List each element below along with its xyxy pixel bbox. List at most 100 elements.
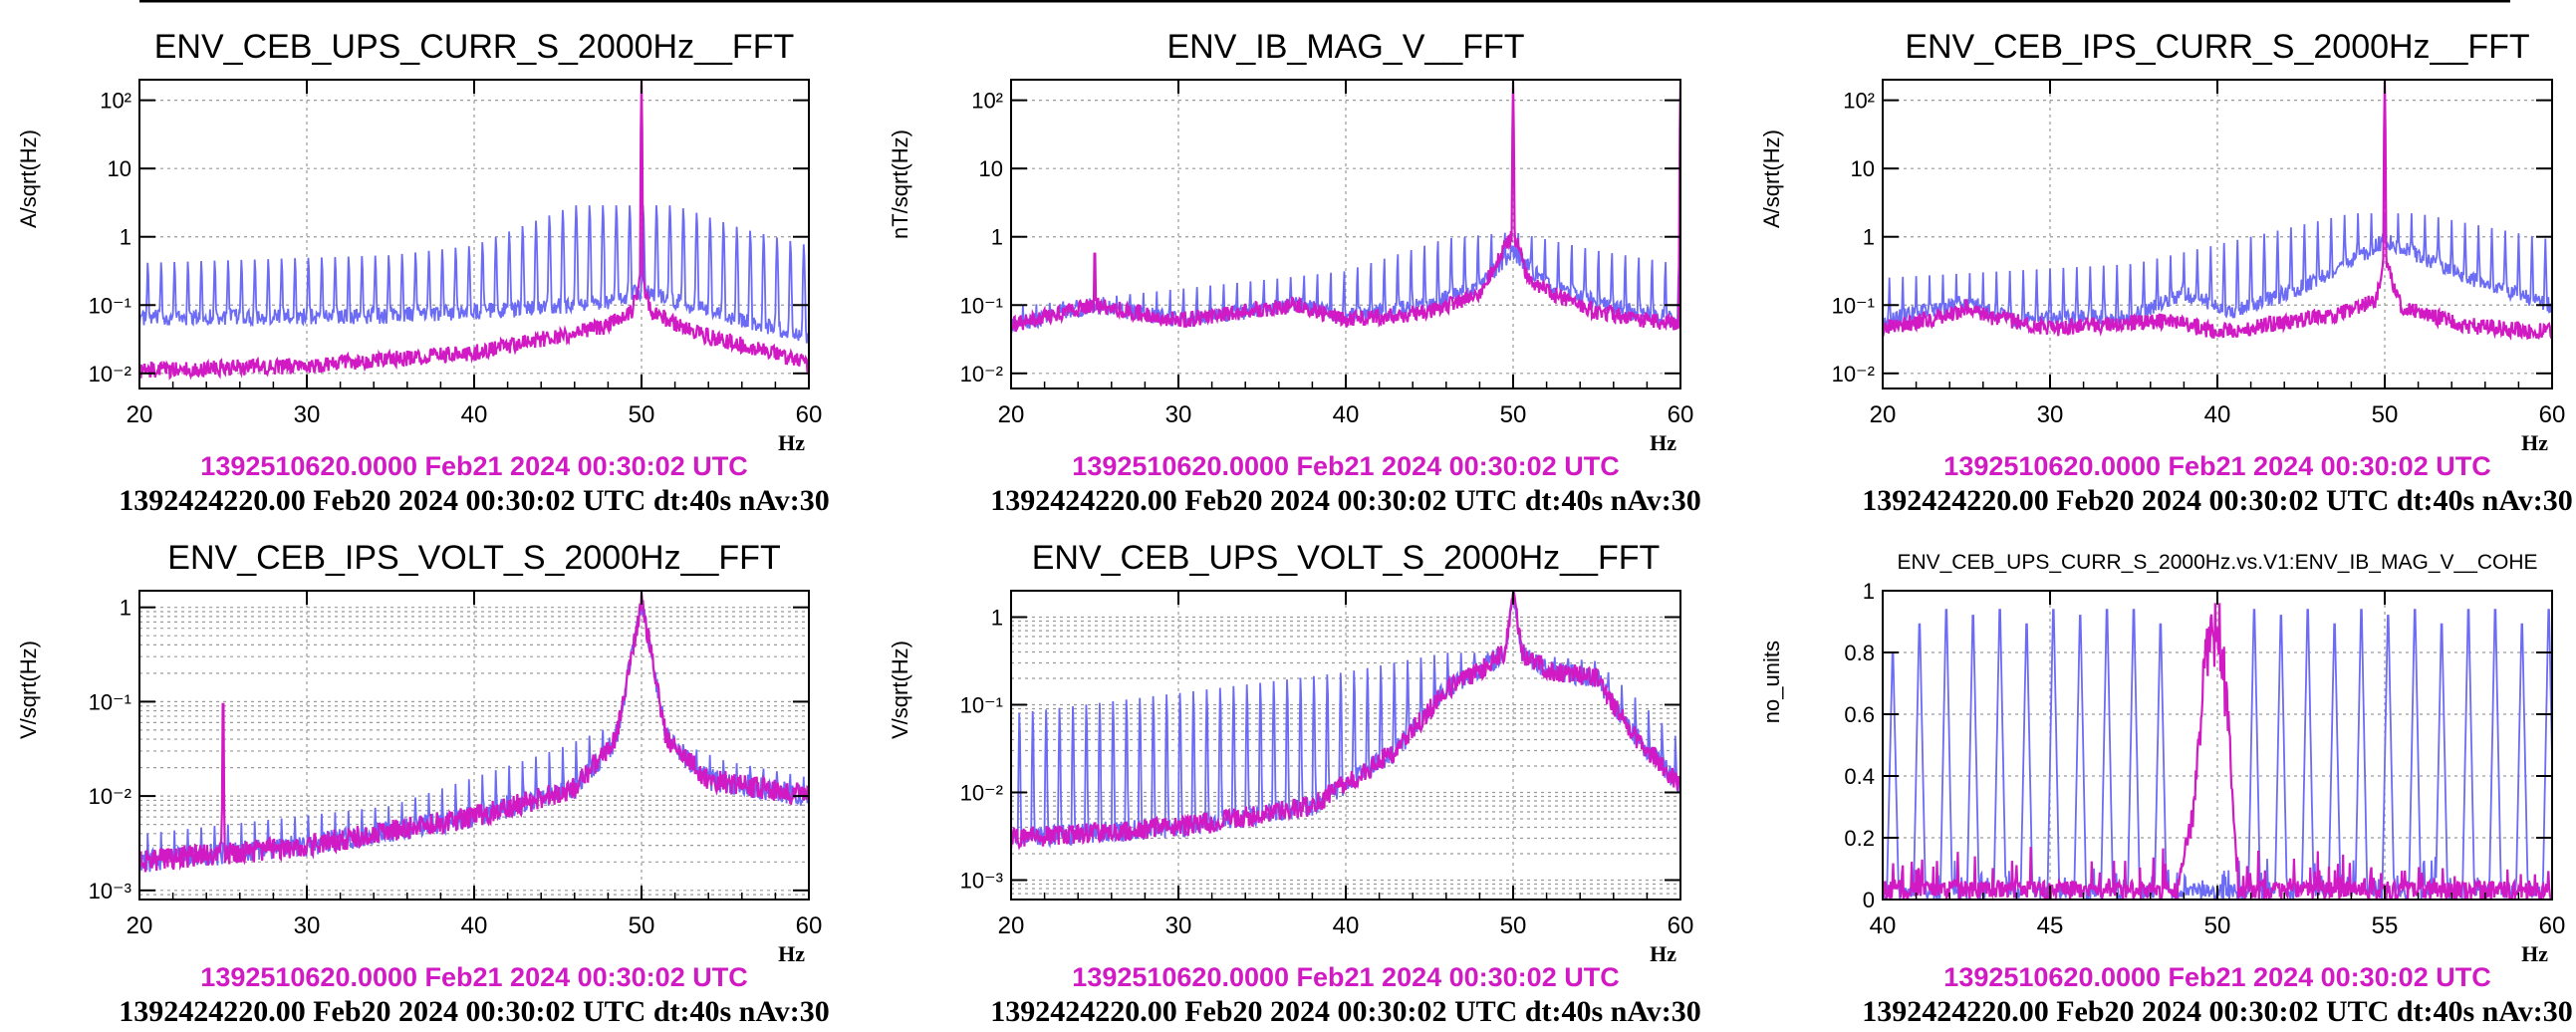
- data-area: [1883, 80, 2552, 342]
- chart-title: ENV_IB_MAG_V__FFT: [1166, 28, 1524, 66]
- chart-title: ENV_CEB_UPS_CURR_S_2000Hz__FFT: [154, 28, 794, 66]
- x-tick-label: 60: [2539, 912, 2566, 939]
- y-tick-label: 1: [120, 596, 131, 621]
- x-tick-label: 45: [2037, 912, 2064, 939]
- y-tick-label: 10²: [1843, 89, 1875, 114]
- current-timestamp: 1392510620.0000 Feb21 2024 00:30:02 UTC: [1072, 962, 1619, 992]
- current-timestamp: 1392510620.0000 Feb21 2024 00:30:02 UTC: [200, 451, 747, 481]
- x-tick-label: 20: [998, 401, 1025, 428]
- x-tick-label: 40: [2204, 401, 2231, 428]
- current-series-line: [1883, 80, 2552, 342]
- x-tick-label: 60: [796, 912, 823, 939]
- y-axis-label: nT/sqrt(Hz): [888, 129, 912, 239]
- x-axis-label: Hz: [1650, 430, 1676, 455]
- x-tick-label: 30: [2037, 401, 2064, 428]
- x-tick-label: 30: [1165, 401, 1192, 428]
- reference-timestamp: 1392424220.00 Feb20 2024 00:30:02 UTC dt…: [990, 484, 1701, 517]
- y-tick-label: 10⁻³: [89, 879, 131, 903]
- x-tick-label: 60: [796, 401, 823, 428]
- x-tick-label: 40: [1333, 912, 1360, 939]
- x-tick-label: 50: [1500, 912, 1527, 939]
- y-tick-label: 10: [1851, 156, 1875, 181]
- x-tick-label: 40: [1870, 912, 1897, 939]
- x-tick-label: 30: [294, 912, 321, 939]
- chart-title: ENV_CEB_IPS_CURR_S_2000Hz__FFT: [1905, 28, 2529, 66]
- y-tick-label: 10⁻¹: [960, 293, 1003, 318]
- current-series-line: [139, 80, 809, 381]
- data-area: [1011, 591, 1680, 851]
- x-tick-label: 60: [1668, 912, 1694, 939]
- y-tick-label: 10²: [100, 89, 131, 114]
- y-tick-label: 10⁻¹: [89, 293, 131, 318]
- y-axis-label: V/sqrt(Hz): [16, 641, 41, 739]
- x-axis-label: Hz: [1650, 941, 1676, 966]
- y-axis-label: A/sqrt(Hz): [16, 129, 41, 228]
- reference-timestamp: 1392424220.00 Feb20 2024 00:30:02 UTC dt…: [1862, 995, 2573, 1028]
- reference-timestamp: 1392424220.00 Feb20 2024 00:30:02 UTC dt…: [990, 995, 1701, 1028]
- y-tick-label: 0.2: [1844, 826, 1875, 851]
- current-series-line: [1883, 603, 2552, 900]
- chart-title: ENV_CEB_IPS_VOLT_S_2000Hz__FFT: [167, 539, 780, 577]
- panel-container: ENV_CEB_UPS_CURR_S_2000Hz__FFT 20 30 40 50 60…: [16, 28, 2573, 1028]
- y-tick-label: 0: [1863, 888, 1875, 912]
- y-tick-label: 10⁻²: [960, 780, 1003, 805]
- y-tick-label: 1: [991, 225, 1003, 250]
- y-tick-label: 10²: [971, 89, 1003, 114]
- y-axis-label: no_units: [1759, 641, 1784, 723]
- y-tick-label: 10⁻³: [960, 868, 1003, 893]
- x-tick-label: 20: [1870, 401, 1897, 428]
- y-tick-label: 10: [108, 156, 131, 181]
- current-series-line: [1011, 80, 1680, 335]
- x-tick-label: 40: [461, 912, 488, 939]
- chart-title: ENV_CEB_UPS_VOLT_S_2000Hz__FFT: [1032, 539, 1661, 577]
- y-tick-label: 0.4: [1844, 764, 1875, 789]
- x-tick-label: 40: [1333, 401, 1360, 428]
- y-tick-label: 10: [979, 156, 1003, 181]
- grid-lines: [1010, 590, 1681, 901]
- chart-panel: ENV_CEB_IPS_CURR_S_2000Hz__FFT 20 30 40 50 60…: [1759, 28, 2573, 517]
- x-tick-label: 30: [294, 401, 321, 428]
- reference-series-line: [139, 205, 809, 344]
- y-tick-label: 0.8: [1844, 641, 1875, 665]
- y-tick-label: 10⁻²: [89, 784, 131, 809]
- y-tick-label: 10⁻²: [960, 362, 1003, 387]
- current-series-line: [1011, 591, 1680, 851]
- x-axis-label: Hz: [778, 430, 805, 455]
- chart-panel: ENV_CEB_UPS_VOLT_S_2000Hz__FFT 20 30 40 50 60…: [888, 539, 1701, 1028]
- x-tick-label: 50: [2204, 912, 2231, 939]
- y-axis-label: A/sqrt(Hz): [1759, 129, 1784, 228]
- x-tick-label: 50: [629, 401, 655, 428]
- x-axis-label: Hz: [2521, 430, 2548, 455]
- x-tick-label: 20: [127, 401, 153, 428]
- reference-timestamp: 1392424220.00 Feb20 2024 00:30:02 UTC dt…: [119, 995, 830, 1028]
- current-timestamp: 1392510620.0000 Feb21 2024 00:30:02 UTC: [200, 962, 747, 992]
- chart-panel: ENV_IB_MAG_V__FFT 20 30 40 50 60 10⁻² 10⁻¹ 1 10 10…: [888, 28, 1701, 517]
- x-tick-label: 55: [2372, 912, 2399, 939]
- y-tick-label: 1: [120, 225, 131, 250]
- data-area: [1011, 80, 1680, 335]
- x-tick-label: 20: [998, 912, 1025, 939]
- y-tick-label: 10⁻¹: [960, 692, 1003, 717]
- data-area: [139, 80, 809, 381]
- chart-panel: ENV_CEB_UPS_CURR_S_2000Hz.vs.V1:ENV_IB_M…: [1759, 551, 2573, 1028]
- x-tick-label: 30: [1165, 912, 1192, 939]
- current-series-line: [139, 592, 809, 874]
- y-tick-label: 1: [1863, 225, 1875, 250]
- y-tick-label: 10⁻¹: [89, 689, 131, 714]
- x-tick-label: 50: [1500, 401, 1527, 428]
- y-tick-label: 1: [991, 605, 1003, 630]
- x-tick-label: 60: [2539, 401, 2566, 428]
- current-timestamp: 1392510620.0000 Feb21 2024 00:30:02 UTC: [1943, 962, 2490, 992]
- y-tick-label: 10⁻²: [89, 362, 131, 387]
- y-tick-label: 1: [1863, 579, 1875, 604]
- x-tick-label: 40: [461, 401, 488, 428]
- y-tick-label: 10⁻²: [1832, 362, 1875, 387]
- x-tick-label: 50: [629, 912, 655, 939]
- x-axis-label: Hz: [778, 941, 805, 966]
- y-tick-label: 10⁻¹: [1832, 293, 1875, 318]
- y-tick-label: 0.6: [1844, 702, 1875, 727]
- reference-timestamp: 1392424220.00 Feb20 2024 00:30:02 UTC dt…: [119, 484, 830, 517]
- reference-timestamp: 1392424220.00 Feb20 2024 00:30:02 UTC dt…: [1862, 484, 2573, 517]
- chart-panel: ENV_CEB_UPS_CURR_S_2000Hz__FFT 20 30 40 50 60…: [16, 28, 830, 517]
